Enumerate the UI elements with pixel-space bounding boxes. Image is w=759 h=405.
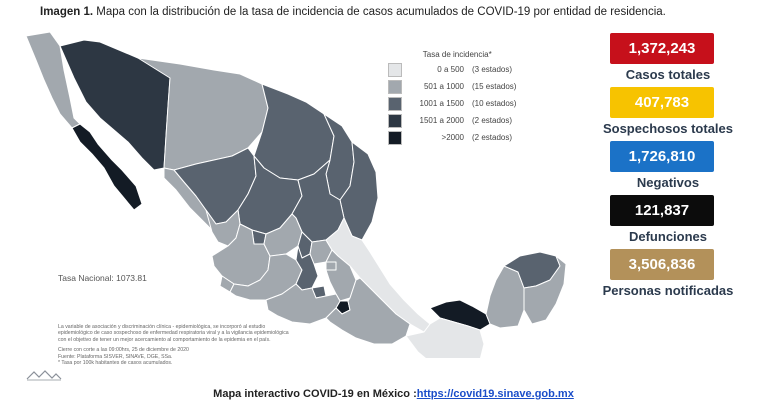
legend-count: (2 estados)	[472, 116, 513, 125]
legend-swatch	[388, 113, 402, 128]
notified-people-label: Personas notificadas	[602, 283, 734, 298]
legend-count: (10 estados)	[472, 99, 517, 108]
footer-text: Mapa interactivo COVID-19 en México :	[213, 388, 417, 400]
legend-range: 1501 a 2000	[419, 116, 465, 125]
state-quintana-roo	[523, 255, 567, 325]
suspected-total-label: Sospechosos totales	[602, 121, 734, 136]
legend-range: >2000	[441, 133, 464, 142]
note-line: epidemiológico de caso sospechoso de enf…	[58, 330, 289, 337]
footer: Mapa interactivo COVID-19 en México :htt…	[14, 388, 759, 400]
figure-caption: Imagen 1. Mapa con la distribución de la…	[40, 6, 666, 18]
interactive-map-link[interactable]: https://covid19.sinave.gob.mx	[416, 388, 574, 400]
note-line: Cierre con corte a las 09:00hrs, 25 de d…	[58, 347, 189, 354]
caption-label: Imagen 1.	[40, 6, 94, 18]
state-coahuila	[253, 83, 335, 181]
state-guerrero	[265, 283, 341, 325]
state-sonora	[59, 39, 171, 171]
legend-swatch	[388, 79, 402, 94]
note-line: Fuente: Plataforma SISVER, SINAVE, DGE, …	[58, 353, 173, 360]
cases-total-label: Casos totales	[625, 67, 711, 82]
methodology-notes: La variable de asociación y discriminaci…	[58, 324, 358, 366]
state-tlaxcala	[325, 261, 337, 271]
deaths-label: Defunciones	[628, 229, 707, 244]
legend-range: 501 a 1000	[423, 82, 464, 91]
state-oaxaca	[325, 277, 411, 345]
suspected-total-value: 407,783	[610, 87, 714, 118]
state-chiapas	[405, 317, 485, 358]
national-rate: Tasa Nacional: 1073.81	[58, 273, 147, 283]
state-campeche	[485, 265, 525, 329]
logo-icon	[26, 370, 62, 381]
map-legend: Tasa de incidencia* 0 a 500 (3 estados) …	[388, 50, 516, 146]
legend-item: 1501 a 2000 (2 estados)	[388, 112, 516, 129]
legend-count: (15 estados)	[472, 82, 517, 91]
negatives-value: 1,726,810	[610, 141, 714, 172]
mexico-map	[0, 18, 600, 358]
legend-swatch	[388, 62, 402, 77]
stats-panel: 1,372,243 Casos totales 407,783 Sospecho…	[588, 33, 748, 303]
note-line: La variable de asociación y discriminaci…	[58, 324, 266, 330]
state-baja-california-sur	[71, 123, 143, 211]
negatives-label: Negativos	[636, 175, 700, 190]
cases-total-value: 1,372,243	[610, 33, 714, 64]
legend-swatch	[388, 96, 402, 111]
legend-range: 1001 a 1500	[419, 99, 465, 108]
deaths-value: 121,837	[610, 195, 714, 226]
legend-count: (3 estados)	[472, 65, 513, 74]
note-line: * Tasa por 100k habitantes de casos acum…	[58, 360, 173, 367]
caption-text: Mapa con la distribución de la tasa de i…	[93, 6, 666, 18]
legend-swatch	[388, 130, 402, 145]
legend-item: >2000 (2 estados)	[388, 129, 516, 146]
notified-people-value: 3,506,836	[610, 249, 714, 280]
legend-item: 1001 a 1500 (10 estados)	[388, 95, 516, 112]
legend-count: (2 estados)	[472, 133, 513, 142]
note-line: con el objetivo de tener un mejor acerca…	[58, 336, 271, 343]
legend-title: Tasa de incidencia*	[422, 50, 492, 59]
legend-range: 0 a 500	[437, 65, 464, 74]
legend-item: 0 a 500 (3 estados)	[388, 61, 516, 78]
legend-item: 501 a 1000 (15 estados)	[388, 78, 516, 95]
